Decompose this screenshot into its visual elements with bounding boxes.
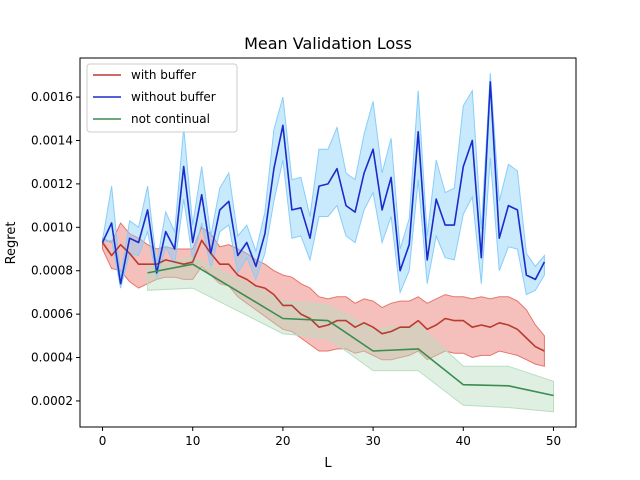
x-tick-label: 30 [365,434,380,448]
y-tick-label: 0.0004 [31,351,73,365]
x-tick-label: 0 [99,434,107,448]
series-line-not-continual [147,263,554,397]
x-tick-label: 20 [275,434,290,448]
x-tick-label: 50 [546,434,561,448]
y-tick-label: 0.0008 [31,264,73,278]
y-tick-label: 0.0006 [31,307,73,321]
x-axis-label: L [324,456,332,471]
series-line-with-buffer [101,239,545,352]
chart-title: Mean Validation Loss [244,34,412,53]
x-tick-label: 10 [185,434,200,448]
plot-frame [79,57,577,428]
series-lines [101,81,554,397]
x-axis: 0 10 20 30 40 50 [99,427,561,448]
y-axis: 0.0002 0.0004 0.0006 0.0008 0.0010 0.0012 0.00… [31,90,80,408]
legend-label: with buffer [131,68,196,82]
y-tick-label: 0.0010 [31,220,73,234]
y-tick-label: 0.0014 [31,133,73,147]
y-tick-label: 0.0012 [31,177,73,191]
legend-label: without buffer [131,90,216,104]
series-line-without-buffer [101,81,546,285]
y-tick-label: 0.0016 [31,90,73,104]
legend-box [86,63,238,133]
legend-label: not continual [131,112,210,126]
y-axis-label: Regret [4,222,19,265]
confidence-band-not-continual [147,257,554,413]
y-tick-label: 0.0002 [31,394,73,408]
legend: with buffer without buffer not continual [86,63,238,133]
x-tick-label: 40 [456,434,471,448]
